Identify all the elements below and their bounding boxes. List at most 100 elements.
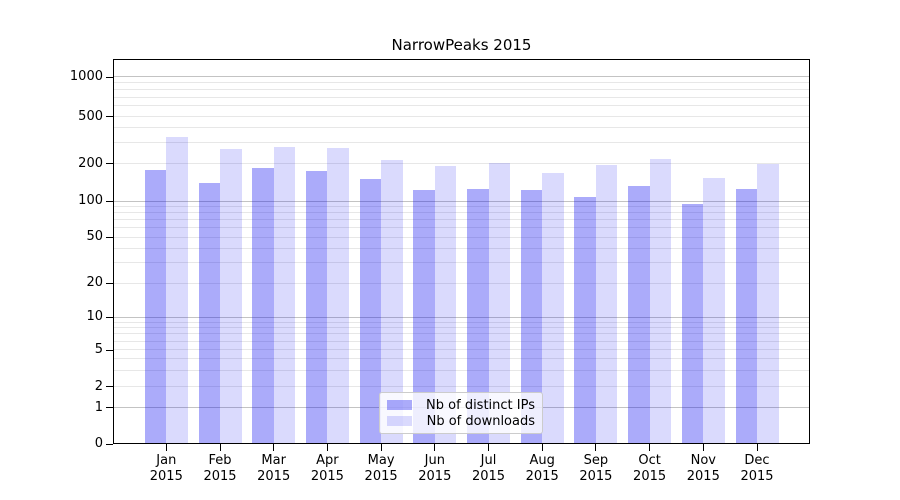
bar-sep-distinct-ips bbox=[574, 196, 596, 444]
y-tick-label: 10 bbox=[86, 309, 103, 325]
bar-oct-distinct-ips bbox=[628, 186, 650, 444]
gridline-major bbox=[113, 316, 810, 318]
gridline-minor bbox=[113, 333, 810, 335]
x-tick-label: Jul 2015 bbox=[471, 453, 506, 484]
legend-item-downloads: Nb of downloads bbox=[387, 414, 535, 429]
x-tick-label: Nov 2015 bbox=[686, 453, 720, 484]
legend-label-downloads: Nb of downloads bbox=[426, 413, 535, 429]
bar-feb-distinct-ips bbox=[198, 183, 220, 444]
bar-sep-downloads bbox=[595, 164, 618, 444]
gridline-major bbox=[113, 200, 810, 202]
gridline-minor bbox=[113, 88, 810, 90]
gridline-minor bbox=[113, 262, 810, 264]
x-tick-label: May 2015 bbox=[364, 453, 398, 484]
legend: Nb of distinct IPs Nb of downloads bbox=[379, 392, 543, 434]
x-tick bbox=[165, 444, 167, 451]
y-tick bbox=[106, 200, 113, 202]
gridline-minor bbox=[113, 163, 810, 164]
bar-jun-distinct-ips bbox=[413, 189, 435, 444]
y-tick-label: 1000 bbox=[69, 69, 103, 85]
bar-jan-downloads bbox=[166, 136, 188, 444]
y-tick-label: 500 bbox=[78, 108, 103, 124]
x-tick-label: Feb 2015 bbox=[203, 453, 237, 484]
bar-nov-distinct-ips bbox=[681, 204, 704, 444]
gridline-minor bbox=[113, 369, 810, 371]
y-tick bbox=[106, 116, 113, 118]
gridline-minor bbox=[113, 236, 810, 238]
gridline-minor bbox=[113, 385, 810, 387]
gridline-minor bbox=[113, 321, 810, 323]
x-tick bbox=[273, 444, 275, 451]
bar-jul-distinct-ips bbox=[467, 189, 489, 444]
bar-oct-downloads bbox=[649, 159, 672, 444]
gridline-minor bbox=[113, 142, 810, 144]
y-tick bbox=[106, 386, 113, 388]
bar-may-distinct-ips bbox=[359, 178, 382, 444]
legend-swatch-downloads bbox=[387, 416, 412, 426]
gridline-minor bbox=[113, 205, 810, 207]
gridline-minor bbox=[113, 247, 810, 249]
bar-nov-downloads bbox=[703, 178, 725, 444]
x-tick bbox=[649, 444, 651, 451]
legend-item-distinct-ips: Nb of distinct IPs bbox=[387, 398, 535, 413]
bar-apr-distinct-ips bbox=[305, 170, 328, 444]
plot-area bbox=[113, 59, 810, 444]
gridline-minor bbox=[113, 96, 810, 98]
y-tick-label: 200 bbox=[78, 155, 103, 171]
x-tick bbox=[488, 444, 489, 451]
x-tick bbox=[219, 444, 221, 451]
bar-aug-distinct-ips bbox=[520, 189, 543, 444]
x-tick bbox=[326, 444, 328, 451]
x-tick-label: Aug 2015 bbox=[525, 453, 559, 484]
gridline-minor bbox=[113, 327, 810, 329]
x-tick bbox=[702, 444, 704, 451]
legend-swatch-distinct-ips bbox=[387, 400, 412, 410]
bar-jun-downloads bbox=[434, 165, 457, 444]
gridline-major bbox=[113, 76, 810, 78]
y-tick bbox=[106, 316, 113, 318]
bar-jan-distinct-ips bbox=[144, 170, 167, 444]
bar-may-downloads bbox=[381, 160, 403, 444]
legend-label-distinct-ips: Nb of distinct IPs bbox=[426, 397, 535, 413]
gridline-minor bbox=[113, 282, 810, 284]
y-tick-label: 20 bbox=[86, 275, 103, 291]
bar-mar-distinct-ips bbox=[252, 167, 274, 444]
y-tick-label: 5 bbox=[94, 342, 103, 358]
chart-title: NarrowPeaks 2015 bbox=[391, 36, 532, 54]
gridline-minor bbox=[113, 115, 810, 117]
x-tick bbox=[756, 444, 758, 451]
x-tick-label: Jun 2015 bbox=[418, 453, 452, 484]
x-tick-label: Sep 2015 bbox=[579, 453, 613, 484]
y-tick bbox=[106, 163, 113, 165]
x-tick-label: Mar 2015 bbox=[257, 453, 291, 484]
y-tick bbox=[106, 282, 113, 284]
x-tick bbox=[434, 444, 436, 451]
bar-aug-downloads bbox=[542, 173, 564, 444]
gridline-minor bbox=[113, 340, 810, 342]
y-tick bbox=[106, 407, 113, 408]
y-tick-label: 100 bbox=[78, 193, 103, 209]
y-tick bbox=[106, 443, 113, 445]
gridline-minor bbox=[113, 358, 810, 360]
bar-jul-downloads bbox=[488, 163, 510, 444]
gridline-minor bbox=[113, 219, 810, 221]
x-tick bbox=[541, 444, 543, 451]
bar-dec-downloads bbox=[757, 164, 779, 444]
gridline-minor bbox=[113, 82, 810, 84]
bar-dec-distinct-ips bbox=[735, 189, 757, 444]
x-tick-label: Oct 2015 bbox=[633, 453, 667, 484]
gridline-minor bbox=[113, 349, 810, 351]
y-tick-label: 2 bbox=[94, 378, 103, 394]
x-tick bbox=[595, 444, 597, 451]
y-tick-label: 0 bbox=[94, 436, 103, 451]
y-tick bbox=[106, 349, 113, 351]
bar-apr-downloads bbox=[327, 148, 349, 444]
x-tick-label: Apr 2015 bbox=[310, 453, 344, 484]
gridline-minor bbox=[113, 127, 810, 129]
gridline-minor bbox=[113, 105, 810, 107]
y-tick bbox=[106, 76, 113, 78]
x-tick-label: Jan 2015 bbox=[149, 453, 183, 484]
bar-feb-downloads bbox=[220, 148, 242, 444]
bar-mar-downloads bbox=[273, 146, 296, 444]
